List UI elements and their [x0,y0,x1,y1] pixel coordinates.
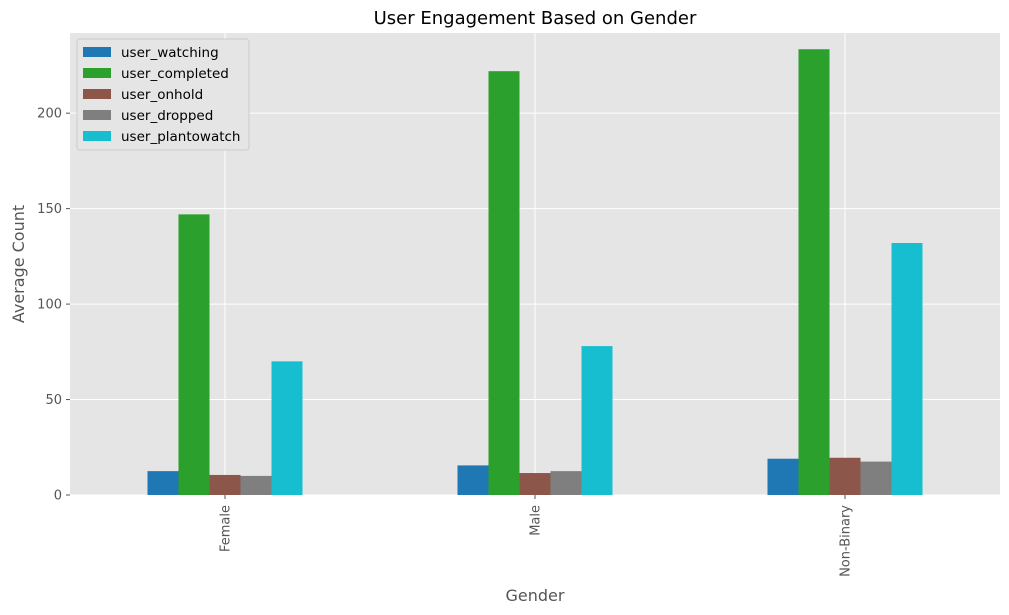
bar-user_plantowatch-Non-Binary [891,243,923,495]
bar-user_plantowatch-Male [581,346,613,495]
x-tick-label: Male [529,505,544,536]
x-tick-label: Female [219,505,234,552]
y-tick-label: 50 [45,393,62,408]
y-tick-label: 200 [37,107,62,122]
legend-swatch-user_completed [83,68,111,78]
bar-user_dropped-Male [550,471,582,495]
y-axis-label: Average Count [9,205,28,323]
legend-label-user_onhold: user_onhold [121,87,203,103]
bars [147,49,923,496]
legend-label-user_watching: user_watching [121,45,219,61]
bar-user_dropped-Female [240,475,272,495]
bar-user_completed-Non-Binary [798,49,830,496]
chart-title: User Engagement Based on Gender [374,8,697,29]
legend: user_watching user_completed user_onholdus… [76,38,250,151]
legend-swatch-user_dropped [83,110,111,120]
bar-user_watching-Non-Binary [767,458,799,495]
bar-user_completed-Male [488,71,520,495]
legend-label-user_plantowatch: user_plantowatch [121,129,240,145]
bar-user_onhold-Non-Binary [829,457,861,495]
legend-swatch-user_onhold [83,89,111,99]
legend-label-user_completed: user_completed [121,66,229,82]
y-tick-label: 100 [37,298,62,313]
bar-user_plantowatch-Female [271,361,303,495]
legend-swatch-user_watching [83,47,111,57]
bar-user_completed-Female [178,214,210,495]
legend-frame [76,38,250,151]
x-tick-label: Non-Binary [839,505,854,577]
legend-swatch-user_plantowatch [83,131,111,141]
bar-user_watching-Female [147,471,179,495]
bar-user_onhold-Male [519,473,551,495]
x-axis-label: Gender [506,586,565,605]
bar-user_watching-Male [457,465,489,495]
x-axis-ticks: Female Male Non-Binary [219,495,854,577]
y-axis-ticks: 0 50 100 150 200 [37,107,70,504]
bar-user_dropped-Non-Binary [860,461,892,495]
y-tick-label: 0 [54,489,62,504]
legend-label-user_dropped: user_dropped [121,108,213,124]
bar-user_onhold-Female [209,474,241,495]
y-tick-label: 150 [37,202,62,217]
